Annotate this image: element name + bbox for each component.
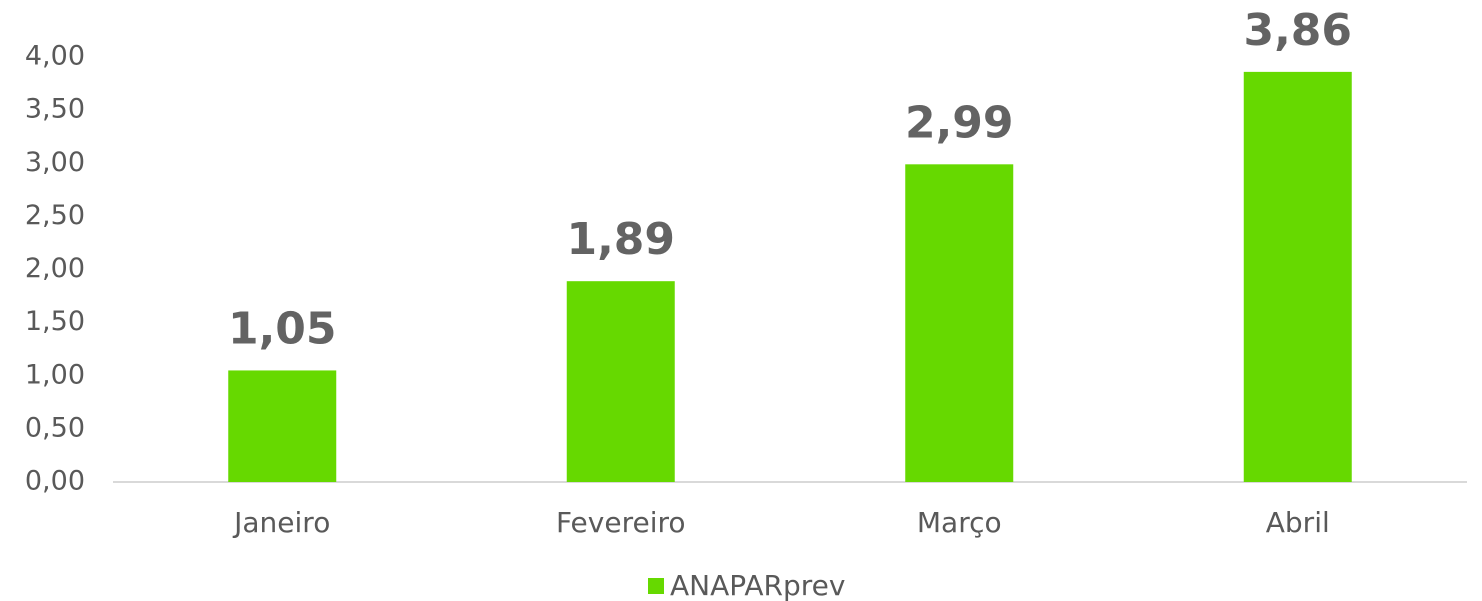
x-tick-label: Janeiro [232,506,330,539]
bar [228,370,337,482]
x-tick-label: Fevereiro [556,506,686,539]
x-tick-label: Março [917,506,1002,539]
value-label: 1,89 [566,214,675,265]
y-tick-label: 3,50 [25,94,85,125]
y-tick-label: 0,50 [25,412,85,443]
legend-swatch [648,578,664,594]
y-tick-label: 1,50 [25,306,85,337]
y-tick-label: 2,50 [25,200,85,231]
bar [566,281,675,482]
bar [905,164,1014,482]
y-tick-label: 3,00 [25,147,85,178]
y-tick-label: 4,00 [25,41,85,72]
y-tick-label: 2,00 [25,253,85,284]
bar [1243,71,1352,482]
value-label: 3,86 [1243,5,1352,56]
y-tick-label: 0,00 [25,466,85,497]
value-label: 2,99 [905,97,1014,148]
value-label: 1,05 [228,303,337,354]
y-tick-label: 1,00 [25,359,85,390]
legend-label: ANAPARprev [670,569,845,601]
x-tick-label: Abril [1266,506,1330,539]
